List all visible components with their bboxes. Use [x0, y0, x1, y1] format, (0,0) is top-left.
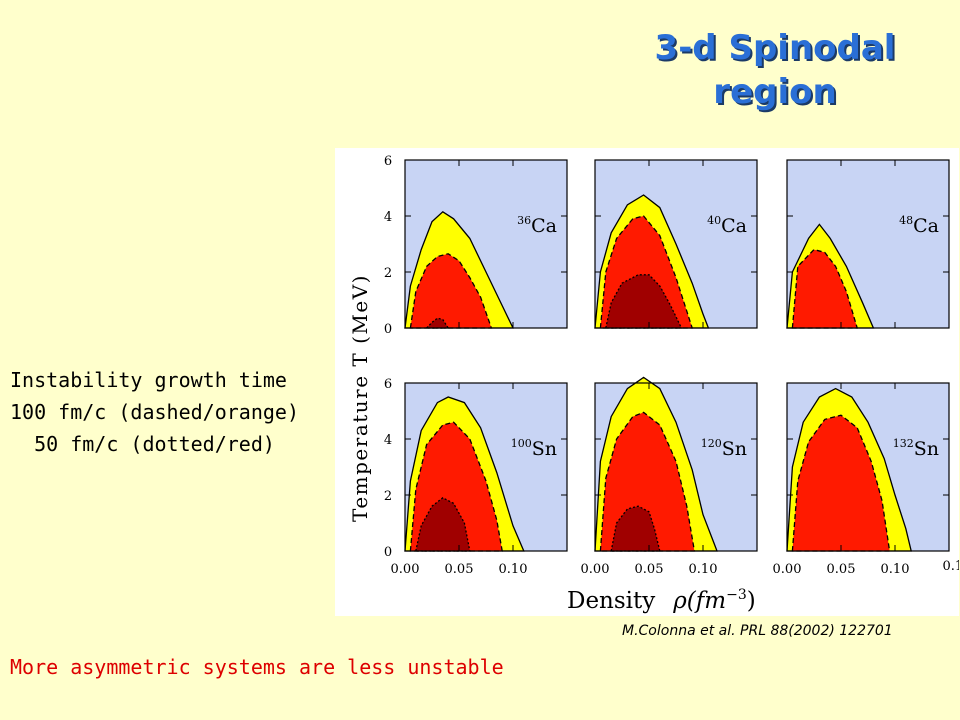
panel-120sn: 0.00 0.05 0.10 120Sn	[581, 376, 758, 577]
panel-40ca: 40Ca	[594, 159, 758, 329]
y-tick-label: 0	[384, 545, 392, 560]
caption-dashed-orange: 100 fm/c (dashed/orange)	[10, 400, 299, 424]
panel-frame	[786, 382, 950, 552]
panel-frame	[594, 382, 758, 552]
panel-frame	[594, 159, 758, 329]
x-tick-label: 0.10	[689, 562, 718, 577]
isotope-label: 132Sn	[893, 437, 939, 460]
isotope-mass: 132	[893, 437, 914, 450]
x-axis-label-close: )	[747, 588, 756, 614]
y-tick-label: 6	[384, 154, 392, 169]
isotope-label: 100Sn	[511, 437, 557, 460]
y-tick-label: 6	[384, 377, 392, 392]
isotope-mass: 48	[899, 214, 913, 227]
isotope-element: Sn	[914, 438, 939, 460]
y-tick-label: 2	[384, 489, 392, 504]
caption-growth-time: Instability growth time	[10, 368, 287, 392]
isotope-element: Ca	[721, 215, 747, 237]
y-tick-label: 0	[384, 322, 392, 337]
isotope-element: Sn	[722, 438, 747, 460]
panel-frame	[786, 159, 950, 329]
footer-note: More asymmetric systems are less unstabl…	[10, 655, 504, 679]
growth-100-region	[791, 414, 891, 552]
isotope-element: Ca	[913, 215, 939, 237]
isotope-element: Sn	[532, 438, 557, 460]
x-axis-label-exponent: −3	[726, 587, 747, 603]
growth-100-region	[409, 253, 493, 329]
x-tick-label: 0.00	[773, 562, 802, 577]
growth-100-region	[791, 248, 859, 329]
isotope-element: Ca	[531, 215, 557, 237]
isotope-mass: 40	[707, 214, 721, 227]
x-tick-label: 0.10	[881, 562, 910, 577]
y-tick-label: 2	[384, 266, 392, 281]
x-tick-label: 0.05	[827, 562, 856, 577]
growth-50-region	[610, 505, 661, 552]
slide-title: 3-d Spinodal region	[654, 28, 896, 112]
isotope-label: 48Ca	[899, 214, 939, 237]
isotope-mass: 120	[701, 437, 722, 450]
x-axis-label-word: Density	[567, 588, 655, 614]
x-axis-label: Density ρ(fm−3)	[567, 587, 756, 614]
growth-50-region	[604, 274, 683, 329]
x-axis-label-symbol: ρ(fm	[672, 588, 726, 614]
x-tick-label-last: 0.15	[943, 559, 959, 574]
isotope-mass: 36	[517, 214, 531, 227]
panel-100sn: 0 2 4 6 0.00 0.05 0.10 100Sn	[384, 377, 568, 577]
x-tick-label: 0.05	[445, 562, 474, 577]
panel-132sn: 0.00 0.05 0.10 0.15 132Sn	[773, 382, 959, 577]
panel-frame	[404, 382, 568, 552]
y-tick-label: 4	[384, 433, 392, 448]
isotope-label: 120Sn	[701, 437, 747, 460]
x-tick-label: 0.10	[499, 562, 528, 577]
panel-36ca: 0 2 4 6 36Ca	[384, 154, 568, 337]
panel-48ca: 48Ca	[786, 159, 950, 329]
x-tick-label: 0.00	[581, 562, 610, 577]
isotope-mass: 100	[511, 437, 532, 450]
y-axis-label: Temperature T (MeV)	[348, 274, 372, 522]
caption-dotted-red: 50 fm/c (dotted/red)	[10, 432, 275, 456]
x-tick-label: 0.05	[635, 562, 664, 577]
isotope-label: 40Ca	[707, 214, 747, 237]
isotope-label: 36Ca	[517, 214, 557, 237]
reference-citation: M.Colonna et al. PRL 88(2002) 122701	[622, 623, 893, 639]
panel-frame	[404, 159, 568, 329]
x-tick-label: 0.00	[391, 562, 420, 577]
y-tick-label: 4	[384, 210, 392, 225]
